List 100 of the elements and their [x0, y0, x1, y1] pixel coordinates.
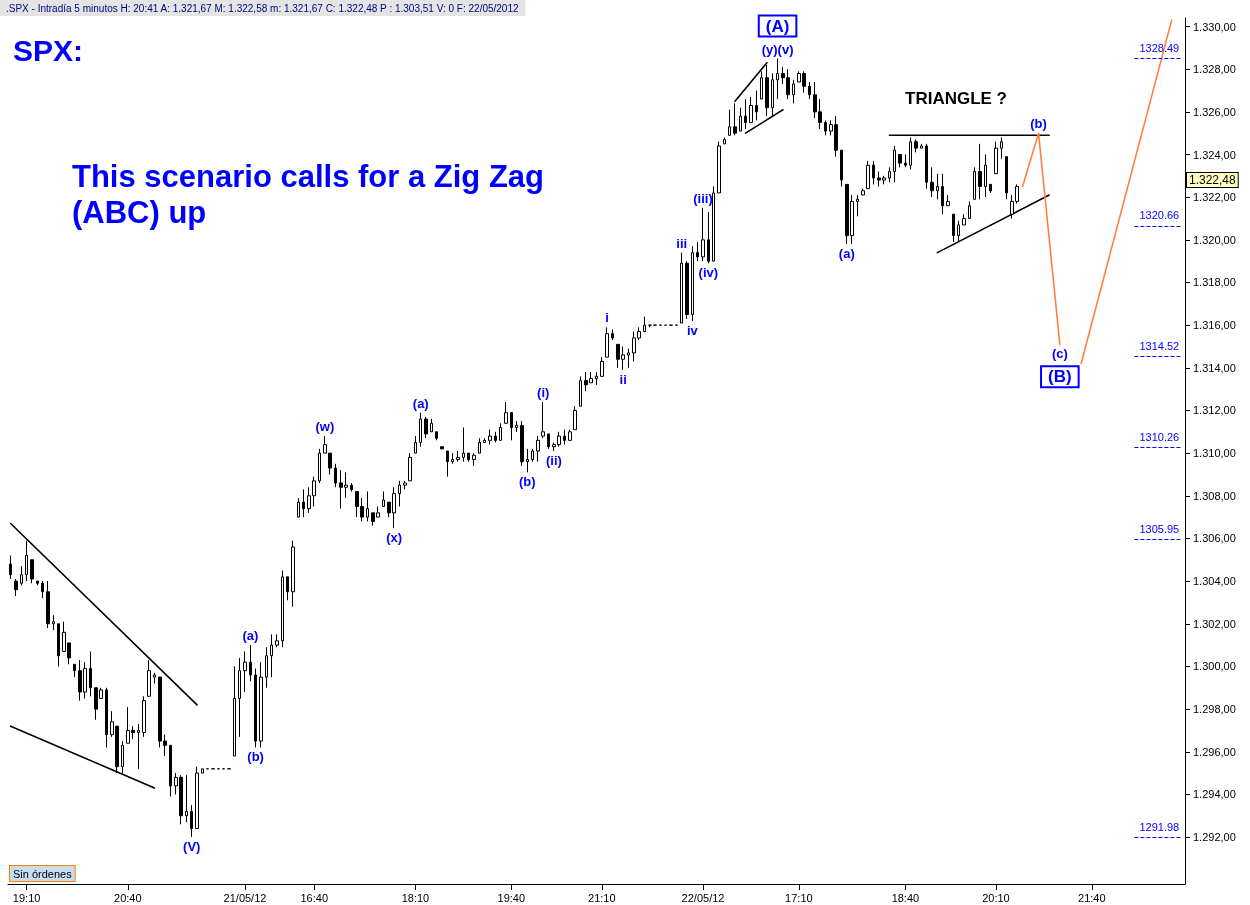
- candlestick: [488, 429, 492, 446]
- candlestick: [595, 371, 598, 386]
- y-tick-label: 1.322,00: [1193, 191, 1236, 204]
- candlestick: [739, 107, 742, 132]
- candlestick: [504, 401, 508, 424]
- candlestick: [978, 143, 982, 200]
- y-tick-label: 1.316,00: [1193, 319, 1236, 332]
- candlestick: [904, 154, 907, 168]
- candlestick: [984, 154, 987, 198]
- candlestick: [472, 452, 476, 467]
- annotation: (a): [242, 628, 259, 644]
- candlestick: [925, 143, 928, 190]
- annotation: (a): [412, 395, 429, 411]
- candlestick: [920, 143, 923, 149]
- candlestick: [350, 482, 353, 493]
- candlestick: [46, 580, 50, 629]
- candlestick: [201, 768, 204, 774]
- annotation: (c): [1051, 346, 1068, 362]
- candlestick: [73, 663, 76, 678]
- y-tick-label: 1.308,00: [1193, 489, 1236, 502]
- x-tick-label: 21/05/12: [223, 891, 267, 904]
- candlestick: [451, 452, 454, 465]
- candlestick: [749, 96, 753, 124]
- candlestick: [233, 665, 236, 757]
- candlestick: [478, 437, 481, 454]
- candlestick: [824, 119, 827, 136]
- y-tick-label: 1.304,00: [1193, 575, 1236, 588]
- y-tick-label: 1.306,00: [1193, 532, 1236, 545]
- candlestick: [547, 433, 550, 450]
- y-tick-label: 1.310,00: [1193, 447, 1236, 460]
- x-tick-label: 18:40: [891, 891, 920, 904]
- candlestick: [946, 194, 950, 207]
- candlestick: [728, 109, 731, 136]
- candlestick: [691, 245, 694, 322]
- candlestick: [286, 576, 289, 601]
- candlestick: [696, 241, 699, 262]
- candlestick: [989, 183, 992, 194]
- candlestick: [526, 448, 529, 473]
- candlestick: [701, 207, 705, 262]
- candlestick: [968, 200, 971, 219]
- candlestick: [893, 145, 896, 183]
- annotation: (iv): [698, 265, 719, 281]
- candlestick: [20, 565, 23, 586]
- candlestick: [36, 580, 39, 586]
- annotation: (iii): [693, 190, 713, 206]
- candlestick: [573, 405, 577, 431]
- ref-line-label: 1320.66: [1139, 209, 1180, 222]
- y-tick-label: 1.330,00: [1193, 20, 1236, 33]
- y-tick-label: 1.312,00: [1193, 404, 1236, 417]
- y-tick-label: 1.294,00: [1193, 788, 1236, 801]
- candlestick: [685, 260, 689, 320]
- candlestick: [941, 173, 944, 215]
- annotation: (x): [386, 529, 403, 545]
- candlestick: [185, 774, 188, 823]
- candlestick: [499, 422, 502, 441]
- candlestick: [238, 657, 241, 738]
- candlestick: [430, 418, 433, 433]
- annotation: (b): [1030, 116, 1047, 132]
- candlestick: [446, 450, 449, 478]
- x-tick-label: 20:40: [114, 891, 142, 904]
- annotation: (B): [1048, 367, 1072, 387]
- x-tick-label: 21:10: [588, 891, 616, 904]
- y-tick-label: 1.302,00: [1193, 617, 1236, 630]
- annotation: (A): [765, 16, 790, 36]
- annotation: TRIANGLE ?: [905, 89, 1007, 108]
- y-tick-label: 1.298,00: [1193, 703, 1236, 716]
- annotation: i: [605, 310, 609, 326]
- candlestick: [579, 375, 582, 407]
- candlestick: [419, 412, 422, 448]
- candlestick: [57, 623, 60, 667]
- candlestick: [611, 328, 614, 341]
- x-tick-label: 18:10: [401, 891, 430, 904]
- candlestick: [888, 166, 891, 183]
- y-tick-label: 1.318,00: [1193, 276, 1236, 289]
- candlestick: [483, 437, 486, 443]
- candlestick: [510, 412, 513, 441]
- candlestick: [265, 646, 268, 689]
- candlestick: [994, 141, 998, 175]
- candlestick: [121, 740, 124, 774]
- annotation: iv: [686, 322, 699, 338]
- candlestick: [366, 491, 369, 522]
- x-tick-label: 21:40: [1078, 891, 1106, 904]
- y-tick-label: 1.296,00: [1193, 745, 1236, 758]
- candlestick: [568, 429, 572, 441]
- candlestick: [861, 188, 865, 196]
- candlestick: [414, 435, 417, 454]
- candlestick: [297, 497, 300, 518]
- annotation: ii: [619, 371, 627, 387]
- candlestick: [952, 213, 955, 243]
- candlestick: [467, 452, 470, 463]
- x-tick-label: 16:40: [300, 891, 328, 904]
- candlestick: [105, 687, 108, 748]
- y-tick-label: 1.326,00: [1193, 105, 1236, 118]
- y-tick-label: 1.314,00: [1193, 361, 1236, 374]
- annotation: This scenario calls for a Zig Zag (ABC) up: [72, 158, 553, 230]
- candlestick: [440, 446, 444, 450]
- x-tick-label: 17:10: [785, 891, 813, 904]
- candlestick: [515, 420, 518, 433]
- candlestick: [254, 668, 257, 748]
- x-tick-label: 20:10: [982, 891, 1010, 904]
